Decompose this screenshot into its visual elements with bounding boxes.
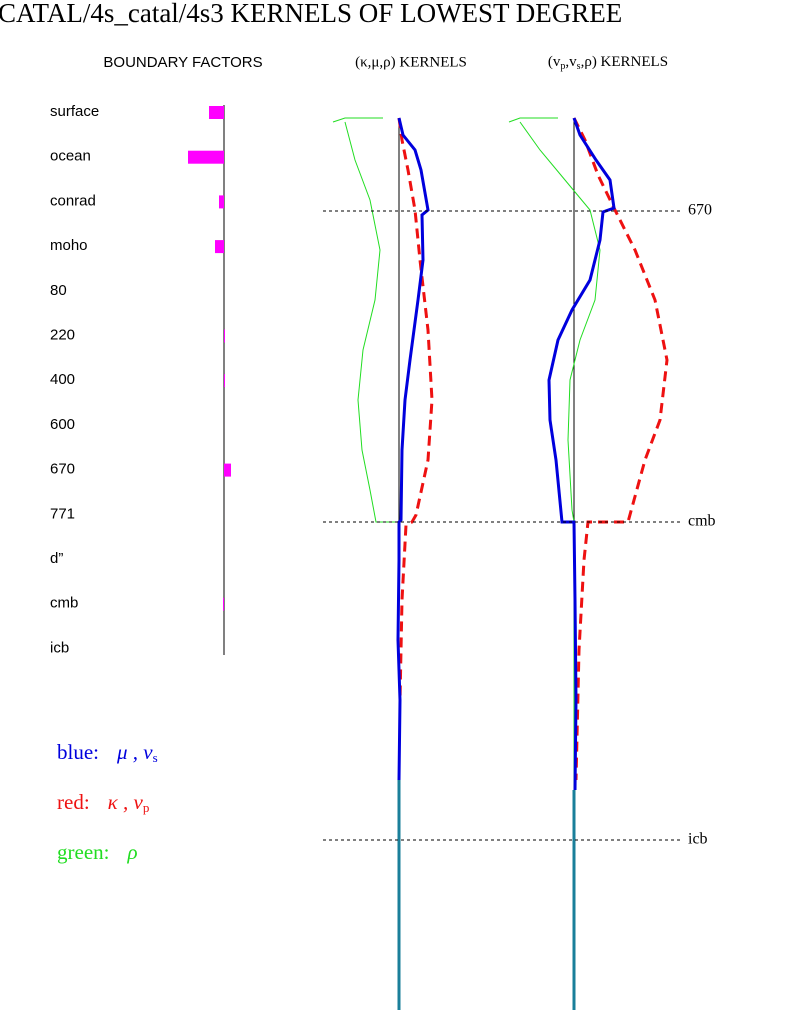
legend-label: blue:	[57, 740, 99, 764]
bf-label: ocean	[50, 148, 91, 165]
legend-label: green:	[57, 840, 109, 864]
bf-bar	[224, 464, 231, 477]
bf-bar	[223, 598, 224, 611]
depth-label: cmb	[688, 513, 716, 530]
legend-sub: p	[143, 800, 150, 815]
bf-label: surface	[50, 103, 99, 120]
legend-symbols: κ , v	[108, 790, 144, 814]
bf-label: 80	[50, 282, 67, 299]
bf-bar	[224, 374, 225, 387]
legend-symbols: μ , v	[116, 740, 153, 764]
bf-label: 400	[50, 371, 75, 388]
legend-sub: s	[153, 750, 158, 765]
bf-label: conrad	[50, 192, 96, 209]
bf-label: 220	[50, 326, 75, 343]
boundary-title: BOUNDARY FACTORS	[103, 54, 262, 71]
bf-bar	[224, 330, 225, 343]
panel-title: (κ,μ,ρ) KERNELS	[355, 54, 467, 70]
bf-bar	[209, 106, 224, 119]
bf-label: d”	[50, 550, 63, 567]
bf-label: moho	[50, 237, 88, 254]
bf-label: cmb	[50, 595, 78, 612]
bf-bar	[188, 151, 224, 164]
bf-label: 771	[50, 505, 75, 522]
legend-label: red:	[57, 790, 90, 814]
bf-label: 600	[50, 416, 75, 433]
bf-label: 670	[50, 461, 75, 478]
title: CATAL/4s_catal/4s3 KERNELS OF LOWEST DEG…	[0, 0, 622, 28]
bf-bar	[215, 240, 224, 253]
panel-title: (vp,vs,ρ) KERNELS	[548, 54, 668, 72]
kernels-right	[509, 118, 667, 1010]
depth-label: 670	[688, 202, 712, 219]
legend-entry: red: κ , vp	[57, 790, 149, 815]
legend-entry: green: ρ	[57, 840, 138, 864]
legend-symbols: ρ	[126, 840, 137, 864]
depth-label: icb	[688, 831, 708, 848]
legend-entry: blue: μ , vs	[57, 740, 158, 765]
kernels-left	[333, 118, 432, 1010]
bf-bar	[219, 195, 224, 208]
bf-label: icb	[50, 639, 69, 656]
